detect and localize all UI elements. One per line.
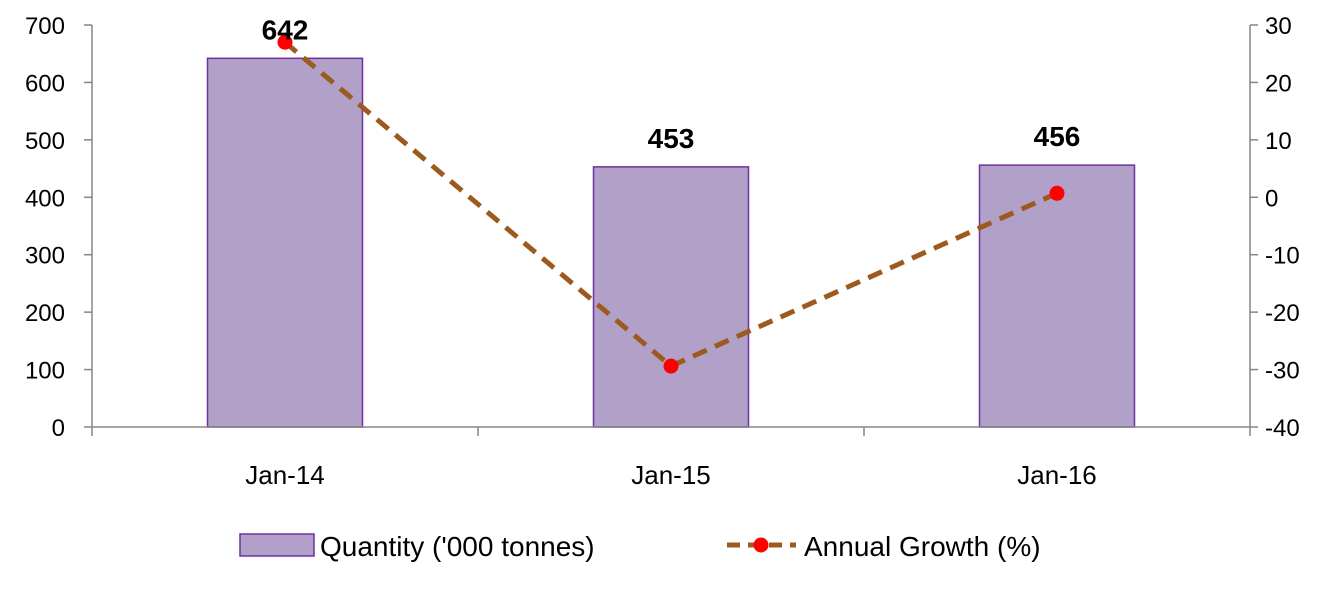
growth-marker-jan-15 (663, 358, 679, 374)
left-tick-label: 700 (25, 13, 65, 40)
right-tick-label: 20 (1265, 70, 1292, 97)
right-tick-label: -40 (1265, 415, 1300, 442)
left-tick-label: 100 (25, 358, 65, 385)
legend-marker-growth (753, 537, 769, 553)
left-tick-label: 200 (25, 300, 65, 327)
x-tick-label: Jan-15 (631, 460, 711, 490)
right-tick-label: -30 (1265, 358, 1300, 385)
right-tick-label: 30 (1265, 13, 1292, 40)
right-tick-label: -10 (1265, 243, 1300, 270)
bar-jan-16 (978, 164, 1136, 428)
legend-swatch-quantity (239, 533, 315, 557)
left-tick-label: 0 (52, 415, 65, 442)
bar-jan-14 (206, 57, 364, 428)
growth-marker-jan-16 (1049, 185, 1065, 201)
legend-label-growth: Annual Growth (%) (804, 531, 1041, 562)
right-tick-label: 0 (1265, 185, 1278, 212)
x-tick-label: Jan-14 (245, 460, 325, 490)
legend: Quantity ('000 tonnes) Annual Growth (%) (239, 531, 1041, 562)
x-tick-label: Jan-16 (1017, 460, 1097, 490)
left-tick-label: 300 (25, 243, 65, 270)
labels-layer: 642 453 456 (262, 14, 1081, 154)
bar-jan-15 (592, 166, 750, 428)
bar-value-label: 642 (262, 14, 309, 45)
bar-value-label: 453 (648, 123, 695, 154)
legend-label-quantity: Quantity ('000 tonnes) (320, 531, 595, 562)
line-layer (277, 34, 1065, 374)
left-tick-label: 600 (25, 70, 65, 97)
bars-layer (206, 57, 1136, 428)
left-tick-label: 400 (25, 185, 65, 212)
left-tick-label: 500 (25, 128, 65, 155)
right-tick-label: -20 (1265, 300, 1300, 327)
axes-layer: 0 100 200 300 400 500 600 700 -40 -30 -20 -10 0 10 20 3… (25, 13, 1300, 490)
right-tick-label: 10 (1265, 128, 1292, 155)
growth-marker-jan-14 (277, 34, 293, 50)
bar-value-label: 456 (1034, 121, 1081, 152)
